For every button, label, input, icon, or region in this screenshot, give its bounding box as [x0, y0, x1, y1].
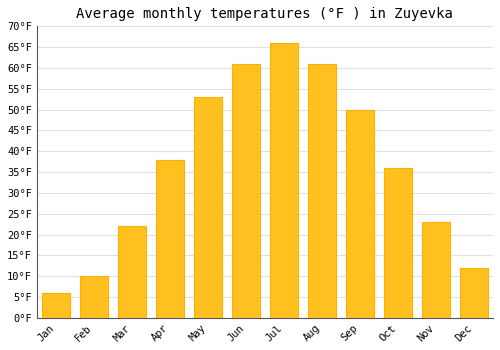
Bar [156, 160, 184, 318]
Bar [460, 268, 488, 318]
Bar [232, 64, 260, 318]
Bar [384, 168, 412, 318]
Bar [308, 64, 336, 318]
Bar [270, 43, 298, 318]
Bar [80, 276, 108, 318]
Title: Average monthly temperatures (°F ) in Zuyevka: Average monthly temperatures (°F ) in Zu… [76, 7, 454, 21]
Bar [118, 226, 146, 318]
Bar [194, 97, 222, 318]
Bar [422, 222, 450, 318]
Bar [42, 293, 70, 318]
Bar [346, 110, 374, 318]
